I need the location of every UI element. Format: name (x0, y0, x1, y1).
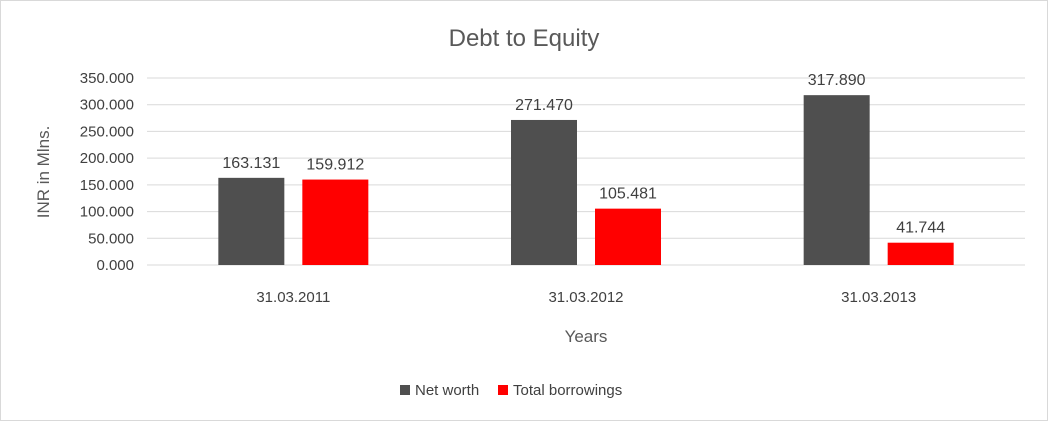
y-tick-label: 300.000 (80, 97, 134, 114)
bar-net-worth (218, 177, 285, 265)
bars (218, 95, 954, 265)
legend-swatch (400, 385, 410, 395)
bar-net-worth (803, 95, 870, 265)
data-labels: 163.131 159.912 271.470 105.481 317.890 41.74… (222, 72, 945, 237)
x-category-label: 31.03.2012 (548, 289, 623, 306)
y-tick-label: 250.000 (80, 123, 134, 140)
y-tick-label: 50.000 (88, 230, 134, 247)
y-tick-label: 150.000 (80, 177, 134, 194)
y-tick-label: 0.000 (96, 257, 134, 274)
legend-label: Total borrowings (513, 382, 622, 399)
data-label: 317.890 (808, 72, 866, 89)
data-label: 105.481 (599, 186, 657, 203)
x-axis-title: Years (565, 327, 608, 346)
legend-swatch (498, 385, 508, 395)
y-axis-title: INR in Mlns. (34, 126, 53, 219)
legend: Net worth Total borrowings (400, 382, 622, 399)
bar-net-worth (511, 119, 577, 265)
x-axis-categories: 31.03.2011 31.03.2012 31.03.2013 (256, 289, 916, 306)
chart-title: Debt to Equity (449, 25, 600, 52)
legend-label: Net worth (415, 382, 479, 399)
y-tick-label: 100.000 (80, 204, 134, 221)
y-axis-ticks: 0.000 50.000 100.000 150.000 200.000 250.000 3… (80, 70, 134, 274)
y-tick-label: 350.000 (80, 70, 134, 87)
data-label: 159.912 (306, 157, 364, 174)
x-category-label: 31.03.2011 (256, 289, 330, 306)
bar-total-borrowings (887, 242, 954, 265)
data-label: 41.744 (896, 220, 945, 237)
gridlines (147, 77, 1025, 266)
data-label: 271.470 (515, 97, 573, 114)
y-tick-label: 200.000 (80, 150, 134, 167)
x-category-label: 31.03.2013 (841, 289, 916, 306)
bar-total-borrowings (302, 179, 369, 265)
data-label: 163.131 (222, 155, 280, 172)
bar-total-borrowings (595, 208, 661, 265)
